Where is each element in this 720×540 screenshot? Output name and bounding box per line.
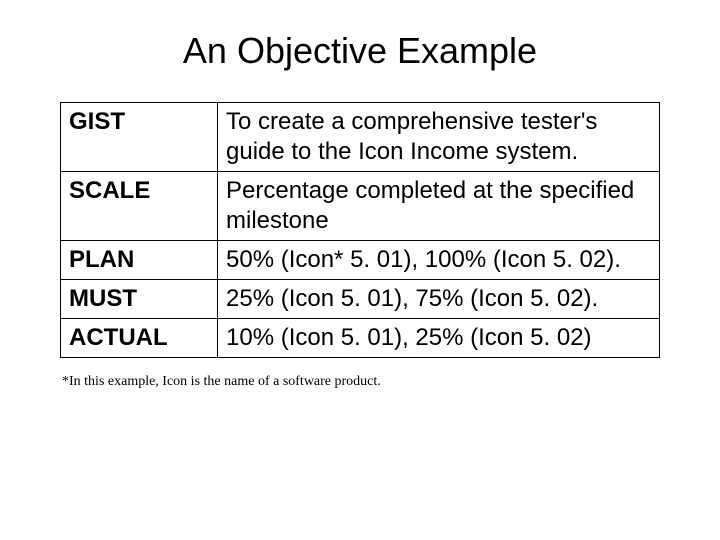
slide-title: An Objective Example — [50, 30, 670, 72]
row-label: SCALE — [61, 172, 218, 241]
table-row: SCALE Percentage completed at the specif… — [61, 172, 660, 241]
row-label: PLAN — [61, 241, 218, 280]
table-row: MUST 25% (Icon 5. 01), 75% (Icon 5. 02). — [61, 280, 660, 319]
row-label: MUST — [61, 280, 218, 319]
footnote: *In this example, Icon is the name of a … — [62, 374, 670, 390]
row-value: 10% (Icon 5. 01), 25% (Icon 5. 02) — [218, 319, 660, 358]
table-row: GIST To create a comprehensive tester's … — [61, 103, 660, 172]
row-label: ACTUAL — [61, 319, 218, 358]
slide: An Objective Example GIST To create a co… — [0, 0, 720, 540]
objective-table: GIST To create a comprehensive tester's … — [60, 102, 660, 358]
row-label: GIST — [61, 103, 218, 172]
table-row: PLAN 50% (Icon* 5. 01), 100% (Icon 5. 02… — [61, 241, 660, 280]
row-value: Percentage completed at the specified mi… — [218, 172, 660, 241]
row-value: 25% (Icon 5. 01), 75% (Icon 5. 02). — [218, 280, 660, 319]
row-value: To create a comprehensive tester's guide… — [218, 103, 660, 172]
row-value: 50% (Icon* 5. 01), 100% (Icon 5. 02). — [218, 241, 660, 280]
table-row: ACTUAL 10% (Icon 5. 01), 25% (Icon 5. 02… — [61, 319, 660, 358]
